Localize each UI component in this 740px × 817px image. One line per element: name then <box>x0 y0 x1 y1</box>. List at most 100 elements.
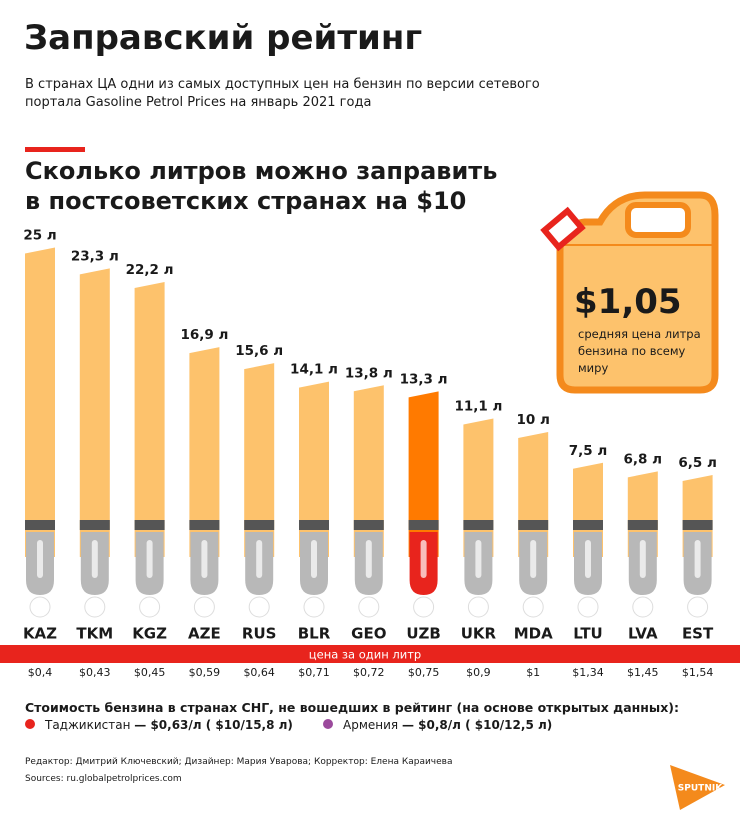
price-label: $1,34 <box>572 666 604 679</box>
nozzle-slot <box>201 540 208 578</box>
price-band <box>0 645 740 663</box>
price-label: $0,75 <box>408 666 440 679</box>
country: Таджикистан <box>45 718 131 732</box>
x-tick-label: TKM <box>76 625 113 643</box>
value-label: 6,5 л <box>678 455 717 471</box>
price-title: цена за один литр <box>309 648 421 662</box>
value-label: 13,3 л <box>400 371 448 387</box>
value-label: 13,8 л <box>345 365 393 381</box>
x-tick-label: KAZ <box>23 625 57 643</box>
nozzle-slot <box>311 540 317 578</box>
bar <box>353 385 384 557</box>
flag <box>303 596 325 618</box>
credits: Редактор: Дмитрий Ключевский; Дизайнер: … <box>25 757 453 767</box>
nozzle-slot <box>37 540 43 578</box>
price-label: $0,43 <box>79 666 111 679</box>
annotation-text: средняя цена литра бензина по всему миру <box>578 327 701 375</box>
flag <box>577 596 599 618</box>
value-label: 11,1 л <box>454 398 502 414</box>
value-label: 7,5 л <box>569 443 608 459</box>
sputnik-logo <box>670 765 725 810</box>
price-label: $1,54 <box>682 666 714 679</box>
chart-title: Сколько литров можно заправить в постсов… <box>25 157 498 215</box>
country: Армения <box>343 718 399 732</box>
price-label: $1 <box>526 666 540 679</box>
canister <box>540 191 719 394</box>
flag <box>632 596 654 618</box>
value-label: 22,2 л <box>126 262 174 278</box>
flag <box>413 596 435 618</box>
nozzle-slot <box>530 540 537 578</box>
flag <box>522 596 544 618</box>
other-country: Таджикистан — $0,63/л ( $10/15,8 л) <box>25 718 293 732</box>
flag <box>193 596 215 618</box>
subtitle: В странах ЦА одни из самых доступных цен… <box>25 77 540 110</box>
bar <box>25 247 55 557</box>
hose <box>299 520 329 530</box>
hose <box>463 520 494 530</box>
value-label: 25 л <box>23 228 56 244</box>
nozzle-slot <box>256 540 263 578</box>
flag <box>358 596 380 618</box>
value-label: 16,9 л <box>180 327 228 343</box>
price-label: $0,45 <box>134 666 166 679</box>
price-label: $0,9 <box>466 666 491 679</box>
nozzle-slot <box>585 540 591 578</box>
price-label: $0,4 <box>28 666 53 679</box>
bar <box>408 391 439 557</box>
price: — $0,63/л ( $10/15,8 л) <box>134 718 293 732</box>
flag <box>248 596 270 618</box>
flag-dot <box>323 719 333 729</box>
hose <box>573 520 603 530</box>
price-label: $1,45 <box>627 666 659 679</box>
hose <box>189 520 220 530</box>
x-tick-label: GEO <box>351 625 386 643</box>
value-label: 14,1 л <box>290 362 338 378</box>
x-tick-label: UKR <box>461 625 497 643</box>
bar <box>134 281 165 557</box>
flag-dot <box>25 719 35 729</box>
price-label: $0,71 <box>298 666 330 679</box>
annotation-value: $1,05 <box>574 282 682 322</box>
nozzle-slot <box>639 540 646 578</box>
x-tick-label: BLR <box>298 625 331 643</box>
other-country: Армения — $0,8/л ( $10/12,5 л) <box>323 718 552 732</box>
value-label: 10 л <box>517 412 550 428</box>
hose <box>353 520 384 530</box>
hose <box>682 520 713 530</box>
x-tick-label: MDA <box>514 625 553 643</box>
price-label: $0,64 <box>243 666 275 679</box>
logo: SPUTNIK <box>678 784 723 794</box>
price: — $0,8/л ( $10/12,5 л) <box>401 718 553 732</box>
flag <box>84 596 106 618</box>
value-label: 6,8 л <box>624 451 663 467</box>
flag <box>687 596 709 618</box>
nozzle-slot <box>694 540 701 578</box>
hose <box>244 520 275 530</box>
accent-line <box>25 147 85 152</box>
hose <box>518 520 549 530</box>
flag <box>139 596 161 618</box>
sources: Sources: ru.globalpetrolprices.com <box>25 774 182 784</box>
hose <box>627 520 658 530</box>
price-label: $0,59 <box>189 666 221 679</box>
x-tick-label: RUS <box>242 625 277 643</box>
hose <box>79 520 110 530</box>
hose <box>25 520 55 530</box>
nozzle-slot <box>365 540 372 578</box>
bar <box>299 381 329 557</box>
flag <box>467 596 489 618</box>
hose <box>408 520 439 530</box>
x-tick-label: EST <box>682 625 714 643</box>
value-label: 23,3 л <box>71 248 119 264</box>
x-tick-label: LTU <box>573 625 603 643</box>
bar <box>244 363 275 557</box>
nozzle-slot <box>475 540 482 578</box>
bar <box>189 347 220 557</box>
value-label: 15,6 л <box>235 343 283 359</box>
price-label: $0,72 <box>353 666 385 679</box>
hose <box>134 520 165 530</box>
nozzle-slot <box>91 540 98 578</box>
